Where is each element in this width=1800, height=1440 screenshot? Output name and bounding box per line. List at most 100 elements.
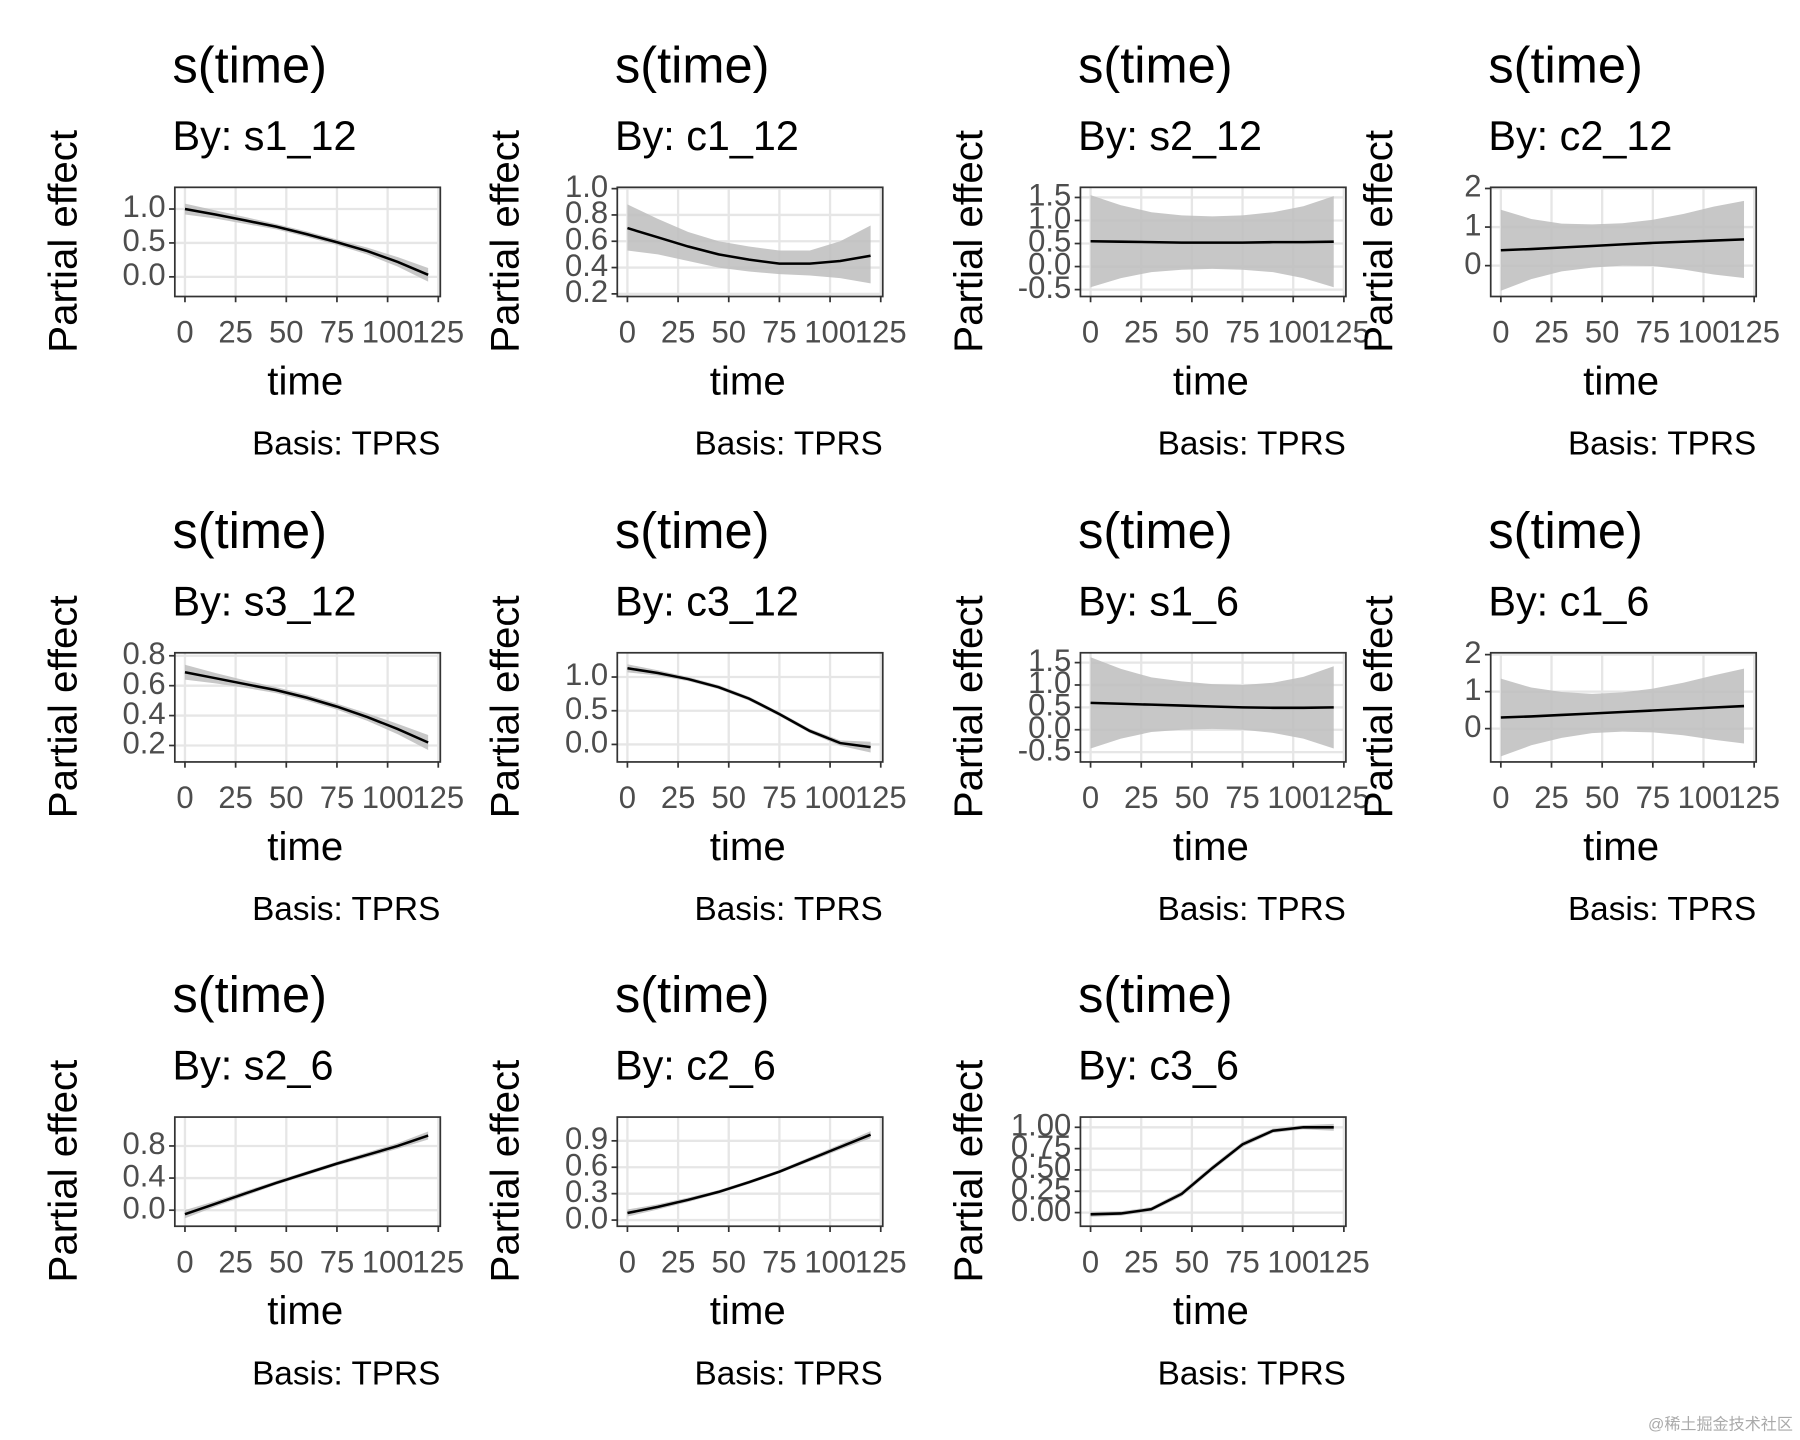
x-tick-label: 100 <box>1678 315 1730 350</box>
panel-subtitle: By: s1_6 <box>1078 578 1239 624</box>
panel-subtitle: By: s2_6 <box>173 1043 334 1089</box>
panel-subtitle: By: s1_12 <box>173 113 357 159</box>
caption: Basis: TPRS <box>252 426 440 463</box>
y-tick-label: 0.4 <box>123 696 166 731</box>
x-tick-label: 25 <box>218 780 253 815</box>
panel-title: s(time) <box>1078 36 1232 93</box>
y-axis-label: Partial effect <box>946 130 991 353</box>
y-tick-label: 0.8 <box>565 195 608 230</box>
y-tick-label: 0.0 <box>1028 710 1071 745</box>
y-tick-label: 0.5 <box>565 691 608 726</box>
y-tick-label: 0.4 <box>123 1158 166 1193</box>
x-tick-label: 50 <box>1175 315 1210 350</box>
x-tick-label: 100 <box>362 315 414 350</box>
y-tick-label: 1.00 <box>1011 1107 1071 1142</box>
caption: Basis: TPRS <box>1568 891 1756 928</box>
confidence-band <box>1090 657 1334 749</box>
panel-title: s(time) <box>615 966 769 1023</box>
caption: Basis: TPRS <box>695 426 883 463</box>
y-tick-label: 1 <box>1464 207 1481 242</box>
y-tick-label: 0.9 <box>565 1121 608 1156</box>
y-tick-label: -0.5 <box>1018 270 1071 305</box>
x-tick-label: 50 <box>1585 315 1620 350</box>
y-axis-label: Partial effect <box>40 595 85 818</box>
confidence-band <box>1090 1123 1334 1217</box>
y-tick-label: 2 <box>1464 635 1481 670</box>
plot-border <box>1079 1116 1347 1228</box>
x-tick-label: 50 <box>269 315 304 350</box>
x-tick-label: 50 <box>711 780 746 815</box>
plot-data <box>184 664 429 750</box>
plot-data <box>1500 200 1745 291</box>
x-axis-label: time <box>1173 1288 1249 1333</box>
x-tick-label: 25 <box>1124 1244 1159 1279</box>
x-axis-label: time <box>710 824 786 869</box>
x-tick-label: 25 <box>1124 780 1159 815</box>
y-tick-label: 0.25 <box>1011 1171 1071 1206</box>
x-tick-label: 100 <box>362 1244 414 1279</box>
caption: Basis: TPRS <box>1568 426 1756 463</box>
plot-border <box>616 651 884 763</box>
caption: Basis: TPRS <box>252 1355 440 1392</box>
y-tick-label: 0.5 <box>123 223 166 258</box>
y-axis-label: Partial effect <box>40 1060 85 1283</box>
x-tick-label: 0 <box>176 315 193 350</box>
smooth-line <box>627 1133 872 1215</box>
y-tick-label: 0.8 <box>123 1126 166 1161</box>
x-tick-label: 100 <box>804 780 856 815</box>
x-tick-label: 125 <box>1728 315 1780 350</box>
plot-data <box>1090 195 1334 288</box>
smooth-line <box>627 226 871 265</box>
y-tick-label: 1.0 <box>1028 201 1071 236</box>
x-tick-label: 75 <box>1636 315 1671 350</box>
y-axis-label: Partial effect <box>483 1060 528 1283</box>
x-tick-label: 75 <box>1225 1244 1259 1279</box>
x-tick-label: 75 <box>320 315 354 350</box>
watermark: @稀土掘金技术社区 <box>1648 1415 1793 1433</box>
x-axis-label: time <box>1583 358 1659 403</box>
x-tick-label: 125 <box>1728 780 1780 815</box>
y-tick-label: 1.0 <box>565 169 608 204</box>
plot-background <box>1080 1117 1346 1227</box>
plot-data <box>627 204 871 284</box>
confidence-band <box>184 203 429 282</box>
y-tick-label: 0.3 <box>565 1174 608 1209</box>
caption: Basis: TPRS <box>695 891 883 928</box>
panel-title: s(time) <box>173 966 327 1023</box>
x-tick-label: 25 <box>1534 315 1569 350</box>
y-tick-label: 2 <box>1464 169 1481 204</box>
x-tick-label: 0 <box>1082 315 1099 350</box>
smooth-line <box>1090 701 1334 710</box>
plot-data <box>627 664 871 753</box>
plot-data <box>1090 657 1334 749</box>
panel-title: s(time) <box>173 502 327 559</box>
x-tick-label: 100 <box>1267 1244 1319 1279</box>
smooth-line <box>1500 238 1745 252</box>
y-axis-label: Partial effect <box>1356 595 1401 818</box>
y-axis-label: Partial effect <box>946 595 991 818</box>
x-tick-label: 50 <box>269 1244 304 1279</box>
y-axis-label: Partial effect <box>483 595 528 818</box>
y-tick-label: 0.50 <box>1011 1150 1071 1185</box>
y-tick-label: 0.0 <box>565 725 608 760</box>
caption: Basis: TPRS <box>1158 1355 1346 1392</box>
plot-border <box>173 186 442 298</box>
x-tick-label: 125 <box>855 315 907 350</box>
smooth-line <box>1500 704 1745 719</box>
x-tick-label: 0 <box>619 315 636 350</box>
x-tick-label: 50 <box>1175 1244 1210 1279</box>
panel-subtitle: By: c3_12 <box>615 578 799 624</box>
y-tick-label: 0.2 <box>565 274 608 309</box>
plot-border <box>1489 186 1758 298</box>
x-tick-label: 100 <box>1267 315 1319 350</box>
x-tick-label: 0 <box>1082 780 1099 815</box>
y-tick-label: 0.8 <box>123 636 166 671</box>
y-tick-label: 1.5 <box>1028 643 1071 678</box>
plot-data <box>1500 668 1745 757</box>
x-tick-label: 0 <box>176 1244 193 1279</box>
confidence-band <box>184 664 429 750</box>
